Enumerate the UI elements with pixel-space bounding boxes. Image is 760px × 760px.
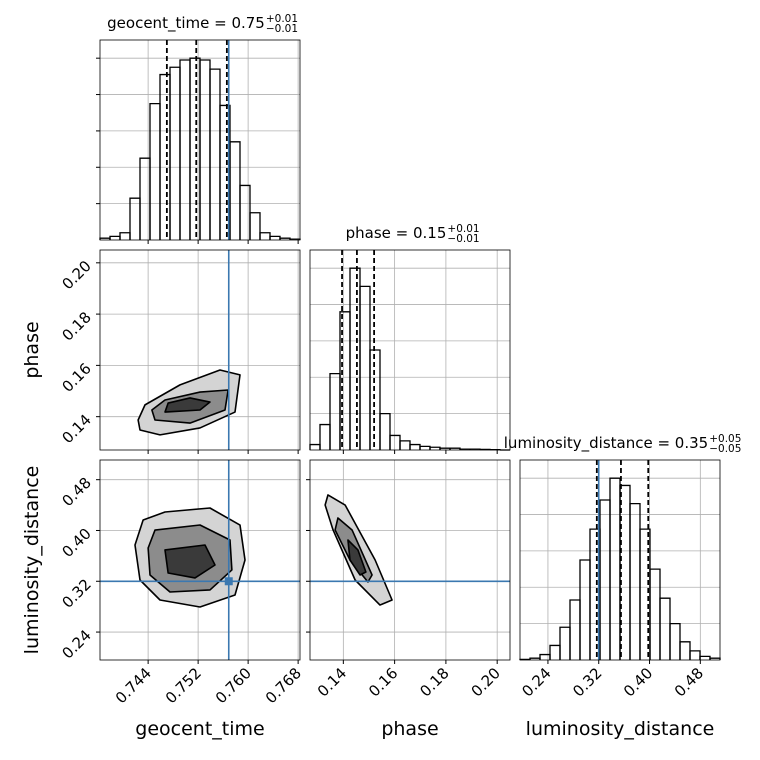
x-tick-label: 0.14: [314, 664, 350, 700]
panel-frame: [99, 39, 301, 241]
x-tick-label: 0.760: [212, 664, 255, 707]
histogram-bin: [419, 445, 431, 450]
y-tick-label: 0.14: [58, 411, 94, 447]
panel: 0.14 0.16 0.18 0.20: [58, 249, 301, 454]
y-tick-label: 0.20: [58, 257, 94, 293]
title-upper: +0.01: [266, 13, 298, 25]
y-tick-label: 0.32: [58, 575, 94, 611]
histogram-bin: [539, 653, 551, 660]
contour: [164, 544, 216, 579]
histogram-bin: [259, 232, 271, 240]
y-tick-label: 0.16: [58, 359, 94, 395]
x-tick-label: 0.752: [162, 664, 205, 707]
panel-frame: [519, 459, 721, 661]
panel: 0.744 0.752 0.760 0.768 0.24 0.32 0.40 0.48: [58, 459, 305, 707]
x-axis-label: phase: [381, 718, 438, 740]
histogram-bin: [559, 626, 571, 660]
histogram-bin: [579, 559, 591, 660]
histogram-bin: [349, 267, 361, 450]
title-upper: +0.01: [447, 223, 479, 235]
histogram-bin: [309, 443, 321, 450]
y-tick-label: 0.48: [58, 474, 94, 510]
contour: [164, 397, 211, 413]
histogram-bin: [669, 622, 681, 660]
histogram-bin: [269, 235, 281, 240]
histogram-bin: [599, 499, 611, 660]
x-tick-label: 0.20: [468, 664, 504, 700]
y-axis-label: phase: [21, 321, 43, 378]
histogram-bin: [129, 197, 141, 240]
truth-marker: [224, 577, 233, 586]
histogram-bin: [569, 599, 581, 660]
histogram-bin: [319, 423, 331, 450]
histogram-bin: [659, 597, 671, 660]
histogram-bin: [359, 285, 371, 450]
y-tick-label: 0.40: [58, 525, 94, 561]
x-tick-label: 0.768: [262, 664, 305, 707]
panel: 0.14 0.16 0.18 0.20: [306, 459, 511, 700]
x-tick-label: 0.24: [518, 664, 554, 700]
x-tick-label: 0.40: [620, 664, 656, 700]
histogram-bin: [149, 102, 161, 240]
contour: [347, 539, 367, 576]
histogram-bin: [549, 644, 561, 660]
x-tick-label: 0.18: [416, 664, 452, 700]
histogram-bin: [679, 641, 691, 660]
histogram-bin: [379, 412, 391, 450]
histogram-bin: [409, 443, 421, 450]
histogram-bin: [179, 59, 191, 240]
histogram-bin: [399, 440, 411, 450]
panel-title: geocent_time = 0.75: [107, 14, 265, 33]
histogram-bin: [689, 650, 701, 660]
histogram-bin: [699, 655, 711, 660]
histogram-bin: [609, 477, 621, 660]
histogram-bin: [229, 141, 241, 240]
panel: geocent_time = 0.75 +0.01−0.01: [96, 13, 301, 244]
panel-title: phase = 0.15: [346, 224, 447, 242]
y-tick-label: 0.18: [58, 308, 94, 344]
panel-frame: [99, 459, 301, 661]
x-tick-label: 0.16: [365, 664, 401, 700]
panel-frame: [309, 459, 511, 661]
x-tick-label: 0.32: [569, 664, 605, 700]
title-lower: −0.05: [709, 443, 741, 455]
histogram-bin: [629, 502, 641, 660]
title-upper: +0.05: [709, 433, 741, 445]
panel-frame: [99, 249, 301, 451]
histogram-bin: [249, 212, 261, 240]
panel: 0.24 0.32 0.40 0.48 luminosity_distance = 0.…: [504, 433, 742, 700]
x-axis-label: luminosity_distance: [526, 718, 715, 740]
histogram-bin: [649, 568, 661, 660]
histogram-bin: [109, 235, 121, 240]
panel-title: luminosity_distance = 0.35: [504, 434, 708, 453]
histogram-bin: [169, 66, 181, 240]
x-tick-label: 0.48: [671, 664, 707, 700]
histogram-bin: [429, 446, 441, 450]
y-axis-label: luminosity_distance: [21, 466, 43, 655]
title-lower: −0.01: [447, 233, 479, 245]
panel-frame: [309, 249, 511, 451]
histogram-bin: [119, 232, 131, 240]
histogram-bin: [159, 73, 171, 240]
y-tick-label: 0.24: [58, 626, 94, 662]
histogram-bin: [199, 59, 211, 240]
histogram-bin: [329, 372, 341, 450]
panel: phase = 0.15 +0.01−0.01: [309, 223, 511, 454]
x-axis-label: geocent_time: [135, 718, 264, 740]
x-tick-label: 0.744: [112, 664, 155, 707]
title-lower: −0.01: [266, 23, 298, 35]
